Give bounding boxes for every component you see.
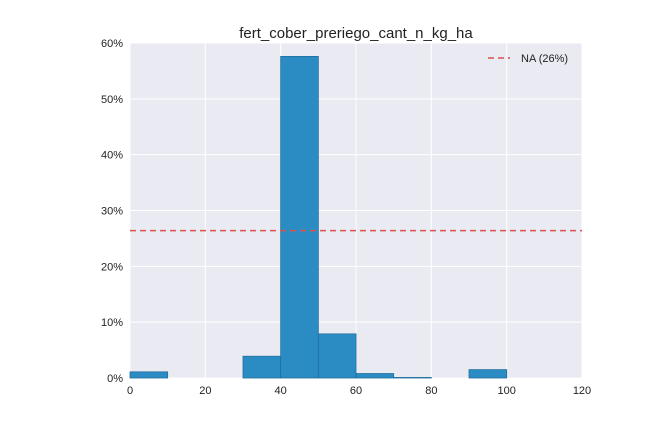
y-tick-label: 30% (101, 206, 123, 218)
x-tick-label: 40 (275, 385, 287, 397)
x-axis-ticks: 0 20 40 60 80 100 120 (127, 385, 591, 397)
y-axis-ticks: 0% 10% 20% 30% 40% 50% 60% (101, 38, 123, 385)
y-tick-label: 20% (101, 261, 123, 273)
histogram-bar-30-40 (242, 355, 282, 379)
x-tick-label: 120 (573, 385, 591, 397)
chart-title: fert_cober_preriego_cant_n_kg_ha (239, 25, 473, 42)
histogram-bar-90-100 (468, 369, 508, 379)
x-tick-label: 20 (199, 385, 211, 397)
y-tick-label: 50% (101, 94, 123, 106)
histogram-bar-60-70 (355, 373, 395, 379)
histogram-bars (129, 56, 508, 379)
x-tick-label: 80 (425, 385, 437, 397)
histogram-bar-50-60 (317, 333, 357, 379)
y-tick-label: 0% (107, 373, 123, 385)
y-tick-label: 10% (101, 317, 123, 329)
histogram-bar-40-50 (280, 56, 319, 379)
x-tick-label: 0 (127, 385, 133, 397)
x-tick-label: 60 (350, 385, 362, 397)
histogram-bar-70-80 (393, 377, 432, 379)
legend-label: NA (26%) (521, 53, 568, 65)
y-tick-label: 40% (101, 150, 123, 162)
x-tick-label: 100 (497, 385, 515, 397)
histogram-bar-0-10 (129, 371, 169, 379)
y-tick-label: 60% (101, 38, 123, 50)
legend: NA (26%) (488, 53, 568, 65)
